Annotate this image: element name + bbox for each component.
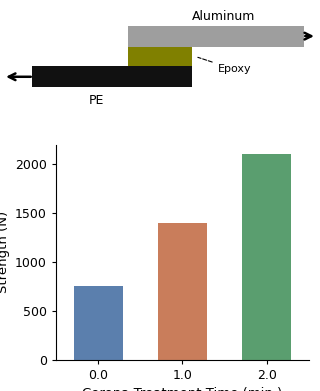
Text: Epoxy: Epoxy [198, 57, 251, 74]
X-axis label: Corona Treatment Time (min.): Corona Treatment Time (min.) [82, 387, 283, 391]
Bar [74, 286, 123, 360]
Bar [32, 66, 192, 87]
Bar [158, 223, 207, 360]
Y-axis label: Strength (N): Strength (N) [0, 211, 10, 293]
Text: PE: PE [88, 93, 104, 106]
Bar [128, 26, 304, 47]
Bar [242, 154, 291, 360]
Bar [128, 47, 192, 66]
Text: Aluminum: Aluminum [192, 10, 256, 23]
